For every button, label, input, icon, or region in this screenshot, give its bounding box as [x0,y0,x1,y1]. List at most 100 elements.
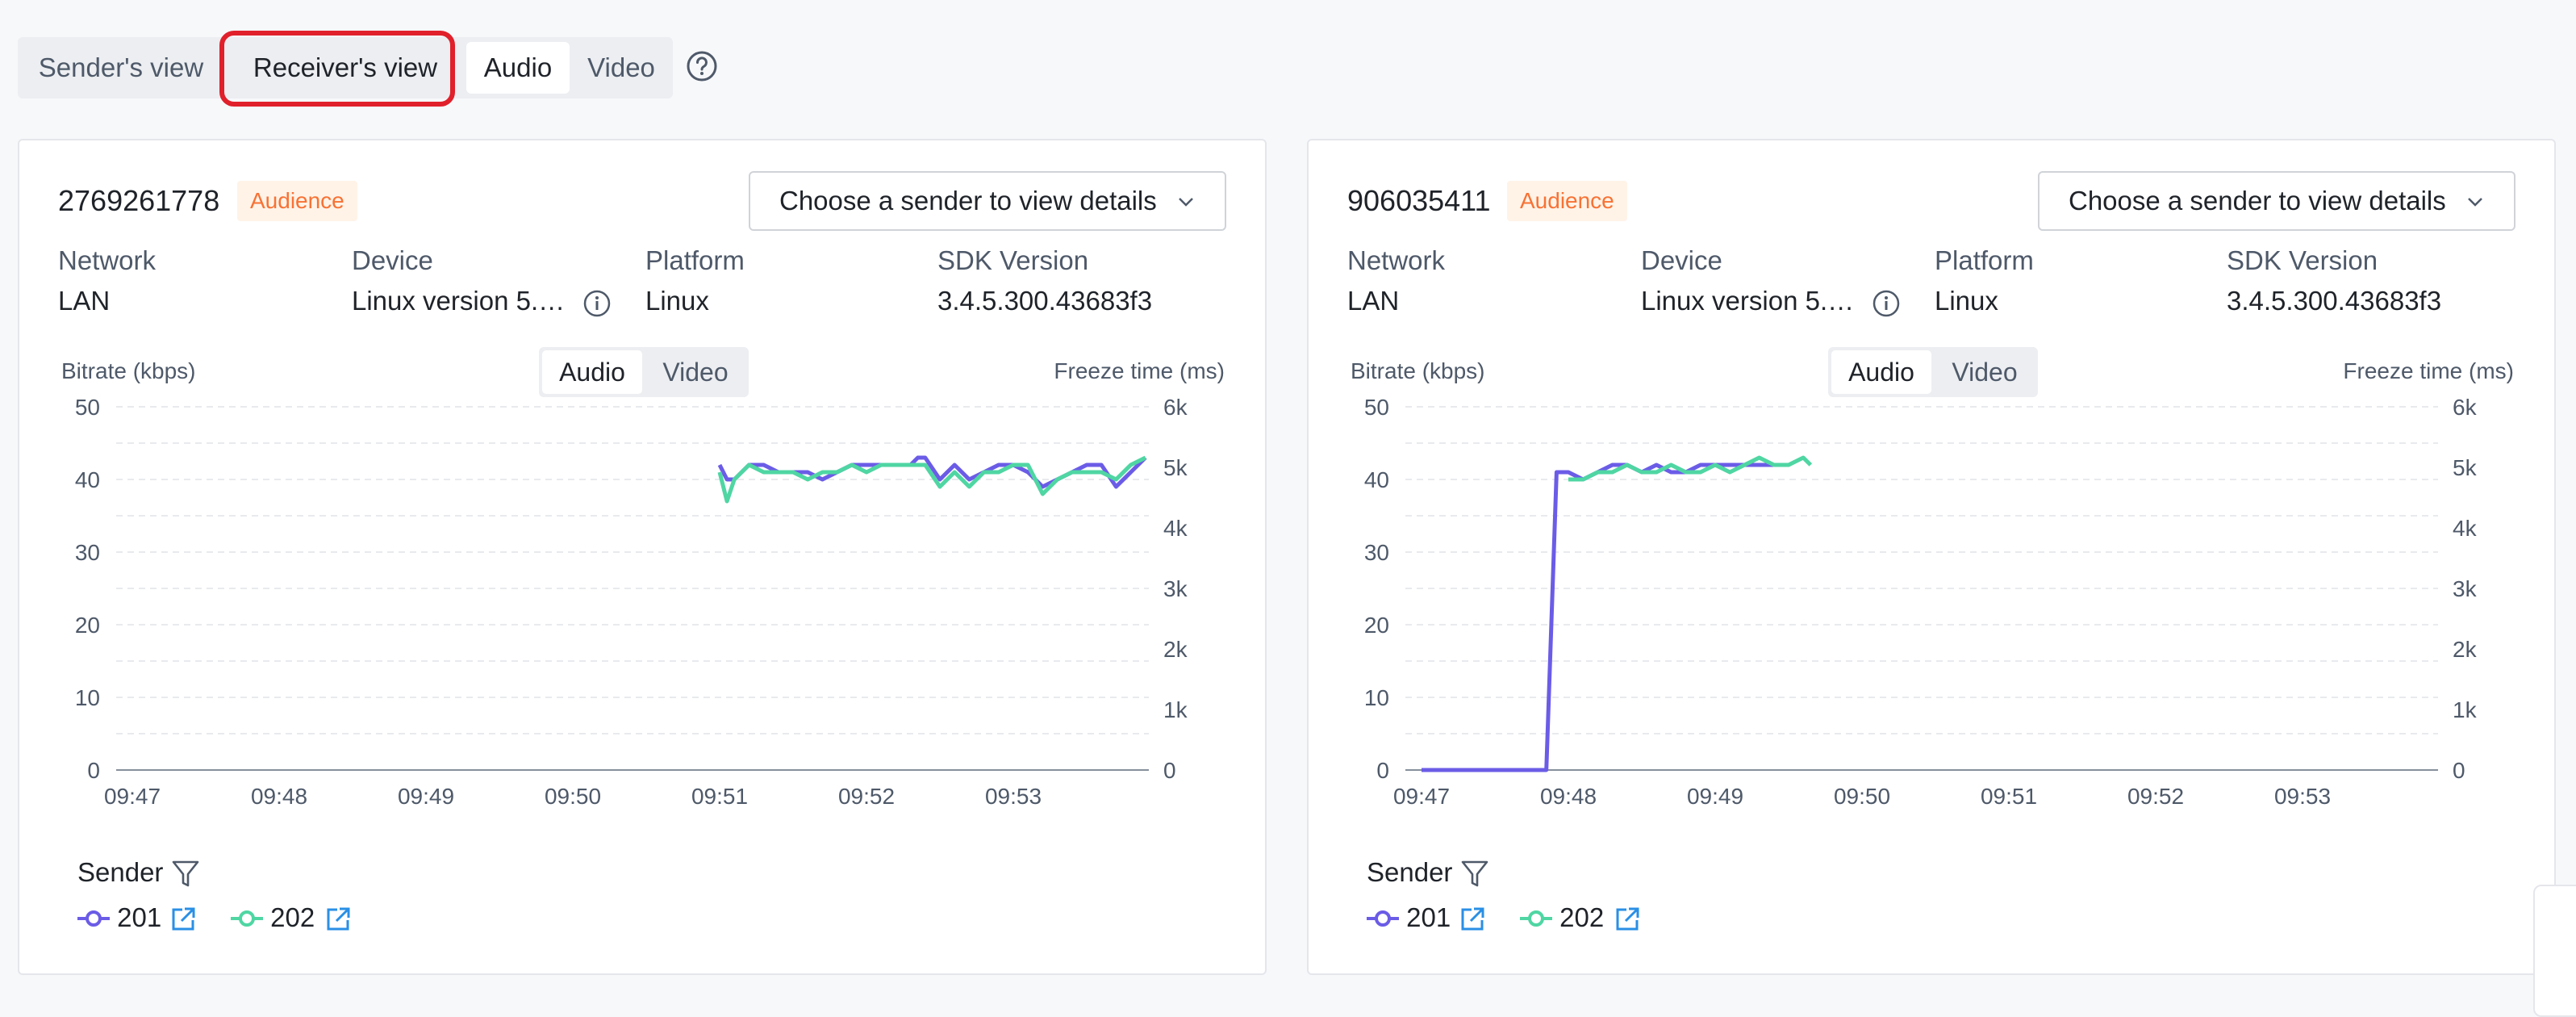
filter-icon[interactable] [1460,859,1489,889]
role-badge: Audience [237,181,357,221]
x-tick-label: 09:51 [691,784,748,809]
sender-select[interactable]: Choose a sender to view details [749,171,1226,231]
x-tick-label: 09:53 [985,784,1042,809]
tab-receivers-view[interactable]: Receiver's view [253,52,438,82]
device-value: Linux version 5.… [1641,286,1855,316]
x-tick-label: 09:51 [1981,784,2037,809]
sdk-label: SDK Version [2227,245,2378,275]
series-line-201 [1422,462,1774,772]
y2-tick-label: 4k [2453,516,2478,541]
info-icon[interactable] [1872,289,1901,318]
bitrate-axis-title: Bitrate (kbps) [1351,358,1485,383]
chart-tab-video[interactable]: Video [1952,358,2018,387]
tab-audio[interactable]: Audio [466,42,570,94]
x-tick-label: 09:48 [251,784,307,809]
bitrate-chart: 0 10 20 30 40 50 0 1k 2k 3k 4k 5k 6k 09:47 09:48 09:49 0… [1364,395,2478,809]
sdk-value: 3.4.5.300.43683f3 [937,286,1153,316]
floating-toolbar[interactable] [2533,885,2576,1017]
legend-title: Sender [77,857,164,887]
series-201-marker [1367,910,1399,927]
help-icon[interactable] [686,50,718,82]
network-value: LAN [1347,286,1400,316]
y-tick-label: 30 [75,540,100,565]
y2-tick-label: 5k [1163,455,1188,480]
x-tick-label: 09:50 [1834,784,1890,809]
chart-media-toggle: Audio Video [1828,347,2038,397]
legend-item-201[interactable]: 201 [77,902,161,933]
y2-tick-label: 4k [1163,516,1188,541]
x-tick-label: 09:53 [2274,784,2331,809]
device-value: Linux version 5.… [352,286,566,316]
y2-tick-label: 0 [2453,758,2465,783]
sender-select[interactable]: Choose a sender to view details [2038,171,2515,231]
y-tick-label: 10 [1364,685,1389,710]
y-tick-label: 50 [1364,395,1389,420]
y2-tick-label: 3k [1163,576,1188,601]
y-tick-label: 0 [87,758,100,783]
x-tick-label: 09:52 [838,784,895,809]
y-tick-label: 20 [1364,613,1389,638]
y2-tick-label: 6k [1163,395,1188,420]
legend-item-202[interactable]: 202 [231,902,315,933]
y2-tick-label: 1k [1163,697,1188,722]
legend-item-202[interactable]: 202 [1520,902,1604,933]
chart-tab-audio[interactable]: Audio [1831,350,1931,394]
bitrate-chart: 0 10 20 30 40 50 0 1k 2k 3k 4k 5k 6k 09:47 09:48 09:49 0… [75,395,1188,809]
platform-label: Platform [1935,245,2034,275]
y-tick-label: 30 [1364,540,1389,565]
y2-tick-label: 2k [1163,637,1188,662]
legend-title: Sender [1367,857,1453,887]
tab-senders-view[interactable]: Sender's view [38,52,204,82]
receiver-card: 906035411 Audience Choose a sender to vi… [1307,139,2556,975]
x-tick-label: 09:50 [545,784,601,809]
view-tab-bar: Sender's view Receiver's view Audio Vide… [18,37,673,98]
sdk-label: SDK Version [937,245,1089,275]
x-tick-label: 09:49 [1687,784,1743,809]
y2-tick-label: 6k [2453,395,2478,420]
external-link-icon[interactable] [169,906,197,933]
y-tick-label: 40 [75,467,100,492]
x-tick-label: 09:48 [1540,784,1597,809]
tab-video[interactable]: Video [587,52,655,82]
chevron-down-icon [2468,198,2482,207]
series-201-marker [77,910,110,927]
freeze-axis-title: Freeze time (ms) [1054,358,1225,383]
legend-item-201[interactable]: 201 [1367,902,1451,933]
y-tick-label: 10 [75,685,100,710]
external-link-icon[interactable] [1614,906,1641,933]
receiver-uid: 906035411 [1347,184,1491,217]
network-label: Network [58,245,157,275]
platform-value: Linux [645,286,709,316]
series-202-marker [231,910,263,927]
network-value: LAN [58,286,111,316]
y-tick-label: 20 [75,613,100,638]
series-202-marker [1520,910,1552,927]
external-link-icon[interactable] [1459,906,1486,933]
external-link-icon[interactable] [324,906,352,933]
y-tick-label: 50 [75,395,100,420]
receiver-uid: 2769261778 [58,184,220,217]
network-label: Network [1347,245,1446,275]
y2-tick-label: 1k [2453,697,2478,722]
role-badge: Audience [1507,181,1627,221]
device-label: Device [352,245,433,275]
platform-value: Linux [1935,286,1998,316]
sdk-value: 3.4.5.300.43683f3 [2227,286,2442,316]
chart-tab-video[interactable]: Video [662,358,729,387]
device-label: Device [1641,245,1722,275]
y2-tick-label: 5k [2453,455,2478,480]
y2-tick-label: 3k [2453,576,2478,601]
chevron-down-icon [1179,198,1193,207]
x-tick-label: 09:49 [398,784,454,809]
chart-tab-audio[interactable]: Audio [542,350,642,394]
y2-tick-label: 2k [2453,637,2478,662]
filter-icon[interactable] [171,859,200,889]
legend-label: 201 [1406,902,1451,932]
series-line-202 [717,455,1146,504]
info-icon[interactable] [582,289,612,318]
freeze-axis-title: Freeze time (ms) [2343,358,2514,383]
receivers-view-highlight [219,31,455,107]
bitrate-axis-title: Bitrate (kbps) [61,358,196,383]
legend-label: 202 [1559,902,1605,932]
legend-label: 202 [270,902,315,932]
